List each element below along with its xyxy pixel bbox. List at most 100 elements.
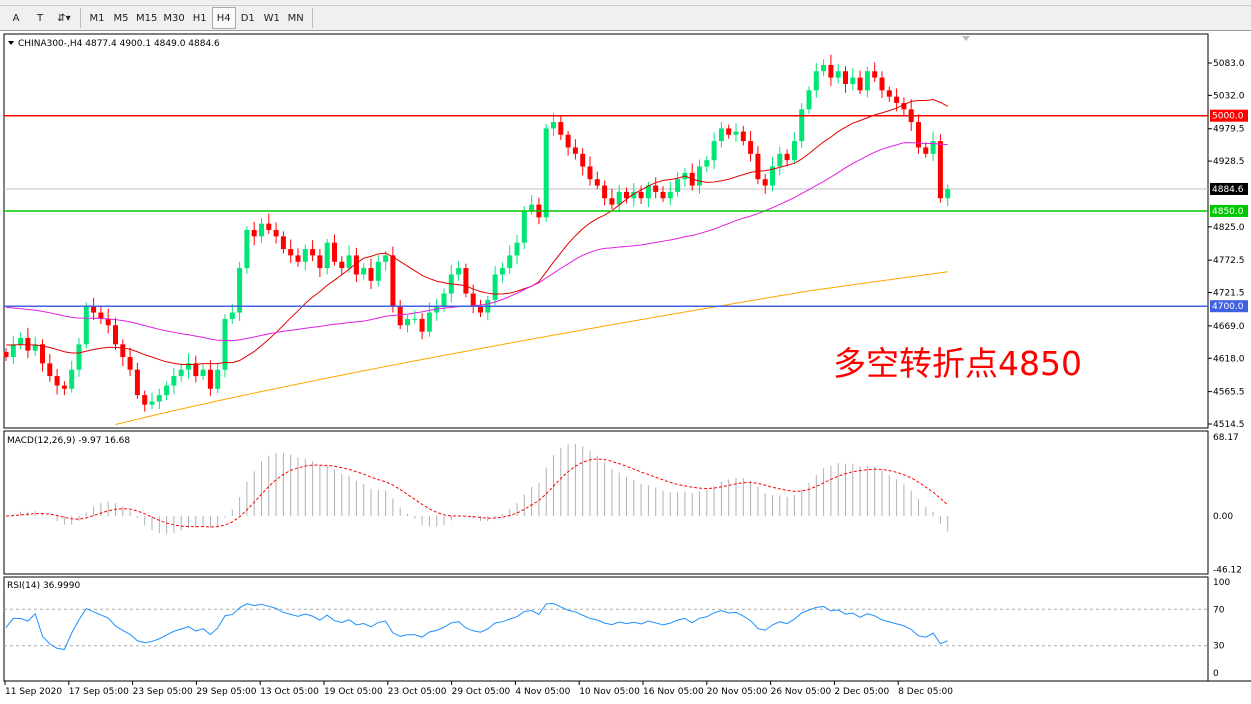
text-tool-button[interactable]: A (12, 12, 20, 24)
candle-body (98, 312, 104, 319)
rsi-scale-label: 30 (1213, 642, 1225, 652)
candle-body (113, 325, 118, 345)
candle-body (419, 318, 425, 332)
candle-body (616, 191, 622, 205)
candle (332, 234, 337, 266)
timeframe-m30-button[interactable]: M30 (163, 12, 185, 24)
candle-body (295, 255, 301, 262)
candle (667, 181, 673, 206)
candle-body (222, 318, 228, 370)
candle-body (251, 230, 257, 237)
candle (850, 68, 856, 91)
candle-body (193, 363, 199, 377)
candle-body (697, 166, 702, 186)
candle (3, 348, 9, 361)
timeframe-h1-button[interactable]: H1 (192, 12, 207, 24)
rsi-label: RSI(14) 36.9990 (7, 581, 80, 591)
candle-body (916, 122, 921, 148)
candle-body (514, 242, 520, 256)
candle (40, 339, 45, 372)
candle-body (923, 147, 929, 154)
candle (98, 306, 104, 324)
candle-body (302, 249, 308, 262)
candle (368, 258, 374, 290)
timeframe-mn-button[interactable]: MN (287, 12, 304, 24)
timeframe-m1-button[interactable]: M1 (89, 12, 105, 24)
candle (937, 134, 943, 203)
candle-body (353, 255, 359, 275)
candle (127, 347, 133, 377)
candle-body (339, 261, 345, 269)
candle-body (91, 306, 97, 313)
candle (339, 256, 345, 276)
level-tag-label: 4850.0 (1212, 207, 1244, 217)
candle-body (543, 128, 549, 218)
candle (426, 302, 432, 337)
candle (675, 171, 681, 197)
arrows-tool-button[interactable]: ⇵▾ (57, 12, 71, 24)
candle-body (675, 179, 681, 192)
rsi-pane (3, 576, 1209, 682)
candle (485, 296, 491, 321)
candle-body (54, 376, 60, 386)
candle (324, 238, 330, 275)
candle-body (397, 306, 403, 326)
candle-body (558, 122, 564, 135)
candle (886, 86, 892, 102)
candle-body (609, 198, 615, 205)
candle (835, 63, 841, 84)
rsi-line (5, 602, 948, 651)
candle (587, 156, 593, 186)
toolbar: A T ⇵▾ M1 M5 M15 M30 H1 H4 D1 W1 MN (0, 6, 1251, 31)
candle (405, 315, 410, 333)
candle-body (821, 64, 827, 72)
candle-body (594, 179, 600, 186)
timeframe-d1-button[interactable]: D1 (240, 12, 255, 24)
candle (317, 249, 323, 277)
timeframe-m15-button[interactable]: M15 (136, 12, 158, 24)
candle-body (310, 249, 316, 256)
timeframe-h4-button[interactable]: H4 (211, 7, 236, 29)
macd-scale-label: 68.17 (1213, 433, 1239, 443)
candle-body (828, 64, 834, 78)
candle (186, 353, 191, 379)
candle (551, 113, 556, 137)
candle (843, 66, 848, 93)
price-label: 5083.0 (1213, 59, 1245, 69)
candle (499, 262, 505, 283)
time-label: 29 Oct 05:00 (452, 687, 511, 697)
macd-signal-line (5, 458, 949, 528)
candle (631, 183, 637, 207)
candle (770, 156, 775, 192)
candle (120, 339, 126, 366)
candle-body (332, 242, 337, 262)
text-label-tool-button[interactable]: T (36, 12, 44, 24)
candle-body (463, 268, 469, 294)
candle (259, 217, 264, 243)
candle-body (667, 191, 673, 199)
candle-body (660, 191, 666, 199)
price-label: 4565.5 (1213, 388, 1245, 398)
timeframe-m5-button[interactable]: M5 (113, 12, 129, 24)
candle-body (215, 369, 221, 389)
candle (558, 115, 564, 140)
candle (733, 123, 739, 142)
candle (945, 184, 951, 206)
candle (543, 123, 549, 222)
candle-body (602, 185, 608, 199)
price-label: 4669.0 (1213, 322, 1245, 332)
candle-body (280, 236, 286, 250)
candle (923, 142, 929, 158)
candle-body (149, 401, 155, 405)
candle (616, 184, 622, 213)
candle-body (470, 293, 476, 307)
candle (879, 71, 885, 98)
rsi-scale-label: 100 (1213, 578, 1230, 588)
timeframe-w1-button[interactable]: W1 (263, 12, 280, 24)
candle (507, 245, 513, 274)
candle-body (580, 153, 586, 167)
candle (456, 261, 462, 281)
candle (229, 303, 235, 324)
candle (69, 360, 75, 393)
